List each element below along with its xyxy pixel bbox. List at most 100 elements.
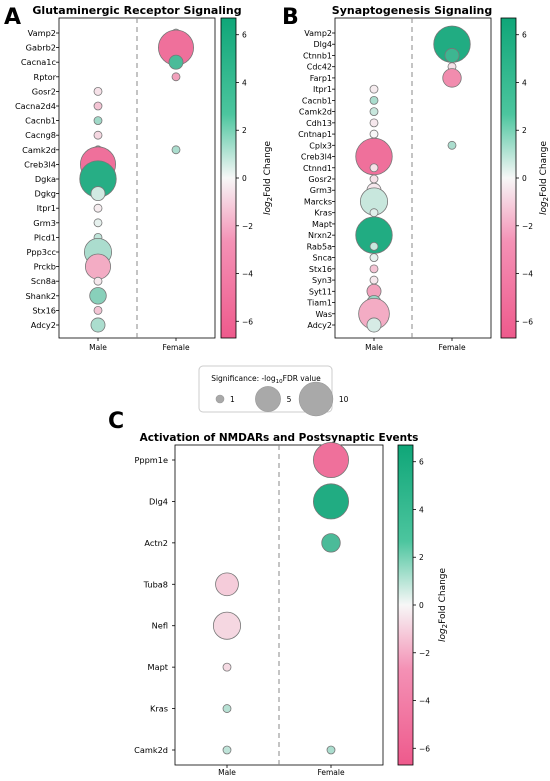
colorbar-tick-label: −2 [419, 649, 430, 658]
gene-label: Snca [313, 254, 333, 263]
gene-label: Prckb [34, 262, 56, 272]
gene-label: Cacna2d4 [15, 101, 56, 111]
data-point [369, 275, 379, 285]
gene-label: Creb3l4 [24, 159, 56, 169]
gene-label: Marcks [304, 197, 332, 206]
colorbar-tick-label: 0 [419, 601, 424, 610]
gene-label: Camk2d [134, 745, 168, 755]
colorbar-tick-label: 2 [242, 126, 247, 135]
panel-c-points [212, 442, 349, 755]
data-point [93, 203, 103, 213]
colorbar-tick-label: 6 [419, 458, 424, 467]
gene-label: Camk2d [299, 108, 332, 117]
data-point [321, 533, 341, 553]
colorbar-tick-label: 6 [242, 31, 247, 40]
gene-label: Farp1 [310, 74, 332, 83]
size-legend-label: 1 [230, 395, 235, 404]
panel-b-title: Synaptogenesis Signaling [332, 4, 492, 17]
data-point [171, 145, 181, 155]
gene-label: Syt11 [309, 287, 332, 296]
colorbar-tick-label: 2 [522, 126, 527, 135]
panel-a-colorbar [220, 17, 237, 339]
gene-label: Scn8a [31, 276, 56, 286]
gene-label: Syn3 [312, 276, 332, 285]
panel-a-colorbar-ticks: 6 4 2 0 −2 −4 −6 [236, 31, 253, 326]
colorbar-tick-label: −2 [242, 222, 253, 231]
data-point [313, 483, 349, 520]
data-point [366, 317, 382, 333]
size-legend-title: Significance: -log10FDR value [211, 374, 321, 385]
data-point [369, 107, 379, 117]
size-legend-marker [215, 394, 225, 404]
data-point [89, 287, 107, 305]
gene-label: Grm3 [33, 218, 56, 228]
colorbar-tick-label: −2 [522, 222, 533, 231]
data-point [369, 129, 379, 139]
panel-b-colorbar-label: log2Fold Change [539, 140, 550, 215]
data-point [442, 68, 462, 88]
data-point [369, 174, 379, 184]
data-point [168, 54, 184, 70]
colorbar-tick-label: 0 [242, 174, 247, 183]
category-label: Female [162, 343, 190, 352]
size-legend: Significance: -log10FDR value 1 5 10 [198, 365, 349, 417]
panel-a-gene-labels: Vamp2 Gabrb2 Cacna1c Rptor Gosr2 Cacna2d4 Cacn… [15, 28, 59, 330]
gene-label: Vamp2 [304, 29, 332, 38]
data-point [369, 241, 379, 251]
data-point [93, 305, 103, 315]
panel-c-category-labels: Male Female [218, 765, 345, 777]
data-point [90, 317, 106, 333]
data-point [215, 572, 239, 597]
gene-label: Stx16 [309, 265, 332, 274]
gene-label: Rptor [34, 72, 57, 82]
panel-b-category-labels: Male Female [365, 338, 466, 352]
panel-b-colorbar-ticks: 6 4 2 0 −2 −4 −6 [516, 31, 533, 326]
panel-b-points [355, 25, 471, 333]
gene-label: Gabrb2 [26, 43, 56, 53]
data-point [447, 140, 457, 150]
panel-c-gene-labels: Pppm1e Dlg4 Actn2 Tuba8 Nefl Mapt Kras Camk2d [134, 455, 175, 755]
gene-label: Kras [314, 209, 332, 218]
panel-a: A Glutaminergic Receptor Signaling Vamp2… [4, 4, 274, 352]
data-point [369, 118, 379, 128]
gene-label: Adcy2 [307, 321, 332, 330]
panel-b: B Synaptogenesis Signaling Vamp2 Dlg4 Ctnn… [282, 4, 550, 352]
panel-a-colorbar-label: log2Fold Change [263, 140, 274, 215]
data-point [93, 116, 103, 125]
data-point [222, 704, 232, 713]
panel-b-letter: B [282, 5, 299, 30]
size-legend-label: 5 [287, 395, 292, 404]
panel-c-title: Activation of NMDARs and Postsynaptic Ev… [140, 432, 419, 444]
colorbar-tick-label: 4 [242, 78, 247, 87]
gene-label: Vamp2 [28, 28, 56, 38]
gene-label: Cntnap1 [298, 130, 332, 139]
gene-label: Tuba8 [143, 579, 168, 589]
data-point [313, 442, 349, 478]
gene-label: Gosr2 [308, 175, 332, 184]
gene-label: Nefl [152, 621, 168, 631]
colorbar-tick-label: −6 [419, 744, 430, 753]
colorbar-tick-label: 6 [522, 31, 527, 40]
gene-label: Dlg4 [313, 40, 332, 49]
data-point [171, 72, 181, 82]
data-point [222, 745, 232, 755]
panel-b-gene-labels: Vamp2 Dlg4 Ctnnb1 Cdc42 Farp1 Itpr1 Cacnb1 Camk… [298, 29, 335, 330]
gene-label: Mapt [312, 220, 332, 229]
panel-c-colorbar-ticks: 6 4 2 0 −2 −4 −6 [413, 458, 430, 753]
gene-label: Dlg4 [149, 496, 168, 506]
category-label: Male [89, 343, 107, 352]
size-legend-items: 1 5 10 [215, 381, 349, 417]
data-point [85, 253, 112, 280]
size-legend-label: 10 [339, 395, 349, 404]
gene-label: Stx16 [32, 305, 56, 315]
data-point [222, 662, 232, 672]
data-point [444, 48, 460, 63]
gene-label: Cacnb1 [25, 116, 56, 126]
gene-label: Plcd1 [34, 232, 56, 242]
data-point [369, 163, 379, 173]
gene-label: Ctnnb1 [303, 51, 332, 60]
gene-label: Pppm1e [134, 455, 168, 465]
data-point [212, 611, 242, 640]
data-point [369, 264, 379, 274]
size-legend-marker [255, 386, 281, 412]
